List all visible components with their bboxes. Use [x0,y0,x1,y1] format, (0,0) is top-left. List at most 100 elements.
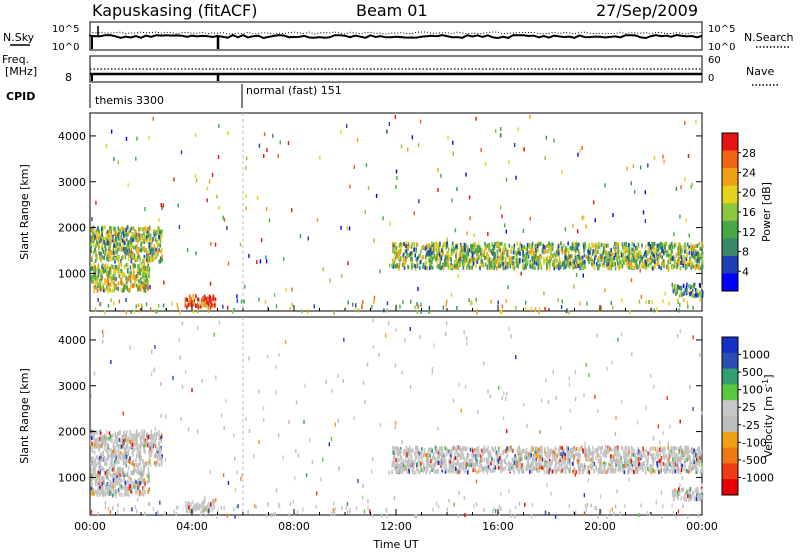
region-cell [468,265,471,270]
region-cell [519,257,521,262]
region-cell [117,444,120,449]
region-cell [115,237,118,242]
region-cell [629,262,632,267]
scatter-cell [173,509,176,514]
region-cell [438,249,440,254]
region-cell [691,245,693,250]
region-cell [463,255,465,260]
region-cell [487,458,489,463]
region-cell [649,446,652,451]
region-cell [138,247,140,252]
region-cell [610,250,612,255]
region-cell [471,255,473,260]
region-cell [159,243,162,248]
region-cell [91,446,94,451]
region-cell [94,458,97,463]
region-cell [514,464,517,469]
scatter-cell [386,301,389,306]
scatter-cell [466,231,468,236]
region-cell [135,435,138,440]
region-cell [90,227,92,232]
region-cell [113,454,116,459]
region-cell [641,261,644,266]
region-cell [601,257,603,262]
region-cell [103,455,106,460]
region-cell [569,245,572,250]
region-cell [115,283,118,288]
region-cell [148,244,150,249]
nsky-tick-top: 10^5 [52,24,79,35]
scatter-cell [361,303,363,308]
region-cell [540,263,543,268]
region-cell [630,252,633,257]
region-cell [142,469,145,474]
region-cell [109,437,112,442]
region-cell [455,469,457,474]
scatter-cell [266,148,268,153]
region-cell [615,251,618,256]
region-cell [429,261,432,266]
region-cell [136,440,138,445]
region-cell [114,241,116,246]
scatter-cell [612,511,615,516]
scatter-cell [457,513,460,518]
scatter-cell [362,380,365,385]
region-cell [695,249,697,254]
region-cell [129,484,131,489]
scatter-cell [104,505,107,510]
region-cell [401,462,404,467]
region-cell [502,466,505,471]
region-cell [138,492,141,497]
region-cell [118,454,121,459]
region-cell [120,235,123,240]
scatter-cell [604,183,606,188]
region-cell [537,241,540,246]
scatter-cell [404,338,406,343]
region-cell [596,450,599,455]
region-cell [675,253,678,258]
scatter-cell [222,473,225,478]
region-cell [104,288,107,293]
region-cell [191,500,194,505]
scatter-cell [97,512,99,517]
region-cell [549,246,551,251]
scatter-cell [500,133,502,138]
scatter-cell [373,299,375,304]
region-cell [108,244,110,249]
region-cell [161,254,163,259]
scatter-cell [437,167,439,172]
region-cell [93,436,96,441]
scatter-cell [94,307,97,312]
scatter-cell [265,255,267,260]
region-cell [92,274,94,279]
region-cell [595,250,598,255]
region-cell [406,252,409,257]
region-cell [581,463,584,468]
scatter-cell [279,140,281,145]
region-cell [657,247,660,252]
region-cell [92,456,95,461]
nave-tick-bottom: 0 [708,73,714,84]
region-cell [493,256,495,261]
region-cell [141,235,144,240]
region-cell [663,467,665,472]
region-cell [456,245,459,250]
region-cell [91,226,93,231]
region-cell [615,241,618,246]
region-cell [517,264,520,269]
scatter-cell [226,513,229,518]
region-cell [137,232,140,237]
region-cell [553,266,556,271]
region-cell [691,462,694,467]
scatter-cell [662,154,664,159]
region-cell [504,265,507,270]
region-cell [562,261,564,266]
scatter-cell [642,210,645,215]
scatter-cell [510,513,512,518]
region-cell [120,451,123,456]
region-cell [145,257,148,262]
region-cell [612,457,615,462]
scatter-cell [475,502,478,507]
region-cell [159,259,161,264]
region-cell [129,237,132,242]
